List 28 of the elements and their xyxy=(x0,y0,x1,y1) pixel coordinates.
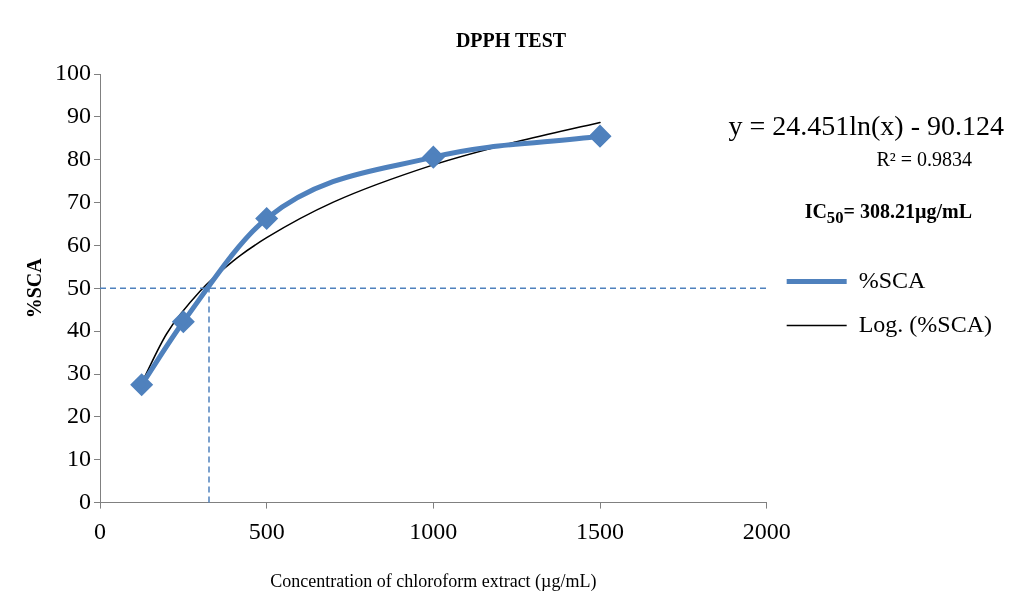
y-tick-label: 0 xyxy=(79,487,91,514)
point xyxy=(589,125,611,147)
point xyxy=(131,374,153,396)
x-tick-label: 1500 xyxy=(576,518,625,545)
x-tick-label: 2000 xyxy=(742,518,791,545)
text: IC$_{50}$= 308.21µg/mL xyxy=(804,200,972,228)
legend-label: %SCA xyxy=(858,266,927,293)
x-tick-label: 500 xyxy=(248,518,285,545)
legend-label: Log. (%SCA) xyxy=(858,310,992,337)
y-tick-label: 80 xyxy=(67,145,91,172)
annotation: y = 24.451ln(x) - 90.124 xyxy=(728,110,1004,142)
y-tick-label: 70 xyxy=(67,187,91,214)
y-tick-label: 30 xyxy=(67,359,91,386)
chart-title: DPPH TEST xyxy=(455,29,567,52)
point xyxy=(172,311,194,333)
text: R² = 0.9834 xyxy=(876,148,972,171)
y-tick-label: 40 xyxy=(67,316,91,343)
point xyxy=(422,146,444,168)
y-tick-label: 10 xyxy=(67,445,91,472)
y-tick-label: 90 xyxy=(67,102,91,129)
x-tick-label: 1000 xyxy=(409,518,458,545)
y-tick-label: 50 xyxy=(67,273,91,300)
y-tick-label: 60 xyxy=(67,230,91,257)
point xyxy=(256,207,278,229)
y-tick-label: 20 xyxy=(67,402,91,429)
x-axis-title: Concentration of chloroform extract (µg/mL) xyxy=(270,570,597,592)
y-axis-title: %SCA xyxy=(23,257,46,319)
y-tick-label: 100 xyxy=(55,59,91,86)
